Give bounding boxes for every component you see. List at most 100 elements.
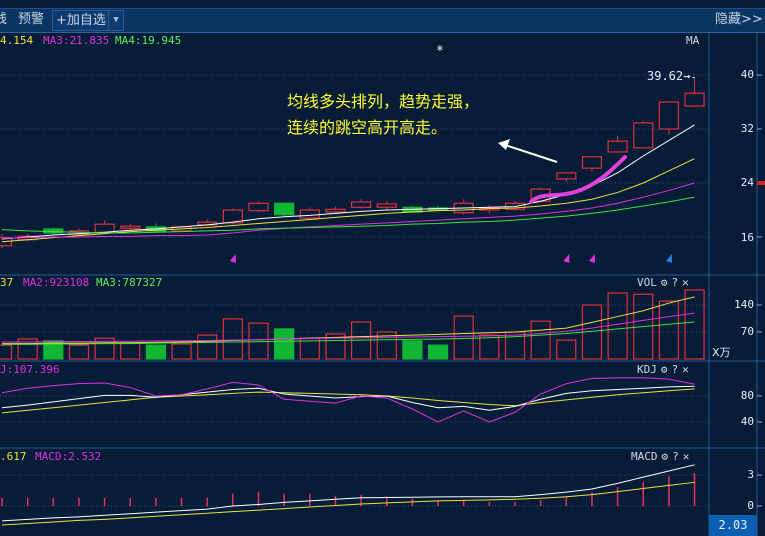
close-icon[interactable]: ✕ [682,363,689,376]
candle-up [607,140,628,153]
alert-button[interactable]: 预警 [18,12,45,27]
vol-unit-label: X万 [712,346,731,359]
kdj-indicator-label[interactable]: KDJ [637,363,657,376]
volume-bar [0,344,13,360]
settings-icon[interactable]: ⚙ [661,450,669,463]
volume-bar [453,315,474,360]
vol-ma2-legend: MA2:923108 [23,276,90,289]
volume-panel [0,289,705,360]
y-tick-24: 24 [740,176,754,189]
volume-bar [530,320,551,360]
candle-up [248,202,269,212]
kdj-panel [1,377,695,423]
current-value-box: 2.03 [709,515,757,536]
volume-bar [222,318,243,360]
toolbar: 线 预警 +加自选 ▼ 隐藏>> [0,8,765,33]
volume-bar [479,334,500,360]
ma4-legend: MA4:19.945 [115,34,182,47]
candle-down [274,202,295,216]
macd-tick-0: 0 [747,499,754,512]
vol-controls: VOL ⚙? ✕ [637,276,693,289]
volume-bar [658,300,680,360]
add-watchlist-label: +加自选 [56,13,106,28]
volume-ma-ma3 [2,312,695,343]
close-icon[interactable]: ✕ [682,276,689,289]
hide-panel-button[interactable]: 隐藏>> [715,12,763,27]
macd-panel [1,464,696,526]
chevron-down-icon[interactable]: ▼ [108,11,123,30]
volume-bar [171,343,192,360]
panel-frame [0,30,765,536]
max-price-label: 39.62→ [647,69,691,83]
candle-up [581,156,603,169]
settings-icon[interactable]: ⚙ [660,363,668,376]
candle-up [120,225,141,229]
y-tick-40: 40 [740,68,754,81]
volume-bar [94,337,115,360]
candle-up [658,101,680,130]
volume-ma-ma4 [2,321,695,345]
help-icon[interactable]: ? [672,450,679,463]
volume-bar [556,339,577,360]
candle-up [633,122,654,149]
ma3-legend: MA3:21.835 [43,34,110,47]
volume-bar [68,344,90,360]
current-price-marker [757,181,765,185]
volume-bar [274,328,295,360]
candle-up [504,202,526,210]
macd-controls: MACD ⚙? ✕ [631,450,693,463]
macd-tick-3: 3 [747,468,754,481]
candle-up [556,172,577,180]
annotation-layer [498,139,627,204]
ma2-legend: 4.154 [0,34,34,47]
arrow-shaft [504,144,558,163]
kdj-tick-40: 40 [740,415,754,428]
ma-line-ma3 [1,182,695,239]
candle-up [299,209,320,219]
kdj-j-line [1,377,695,423]
candle-up [222,209,243,224]
star-marker: * [436,44,444,59]
candle-up [684,92,705,107]
kdj-j-legend: J:107.396 [0,363,60,376]
vol-ma3-legend: MA3:787327 [96,276,163,289]
signal-marker [229,254,236,263]
signal-marker [563,254,570,263]
macd-indicator-label[interactable]: MACD [631,450,658,463]
candle-up [0,237,13,247]
candle-up [325,208,346,213]
macd-value-legend: MACD:2.532 [35,450,102,463]
volume-bar [376,331,397,360]
y-tick-32: 32 [740,122,754,135]
vol-indicator-label[interactable]: VOL [637,276,657,289]
volume-bar [402,340,423,360]
close-icon[interactable]: ✕ [682,450,690,463]
ma-line-ma2 [1,158,695,243]
help-icon[interactable]: ? [671,276,679,289]
y-tick-16: 16 [740,231,754,244]
volume-bar [120,342,141,360]
settings-icon[interactable]: ⚙ [660,276,668,289]
volume-bar [684,289,705,360]
ma-line-ma4 [1,196,695,234]
vol-ma1-legend: 37 [0,276,14,289]
toolbar-item-partial[interactable]: 线 [0,12,8,27]
macd-dea-line [1,481,695,526]
help-icon[interactable]: ? [671,363,679,376]
kdj-tick-80: 80 [740,389,754,402]
volume-bar [197,334,218,360]
ma-line-ma1 [1,124,695,240]
add-watchlist-button[interactable]: +加自选 ▼ [52,10,124,31]
kdj-d-line [1,388,695,414]
arrow-head-icon [498,139,510,150]
highlight-curve [529,155,627,204]
candle-up [94,223,115,233]
volume-bar [43,340,64,360]
ma-indicator-label[interactable]: MA [686,34,700,47]
macd-dif-line [1,464,695,522]
candle-up [376,203,397,208]
kdj-controls: KDJ ⚙? ✕ [637,363,693,376]
vol-tick-70: 70 [740,325,754,338]
vol-tick-140: 140 [734,298,754,311]
